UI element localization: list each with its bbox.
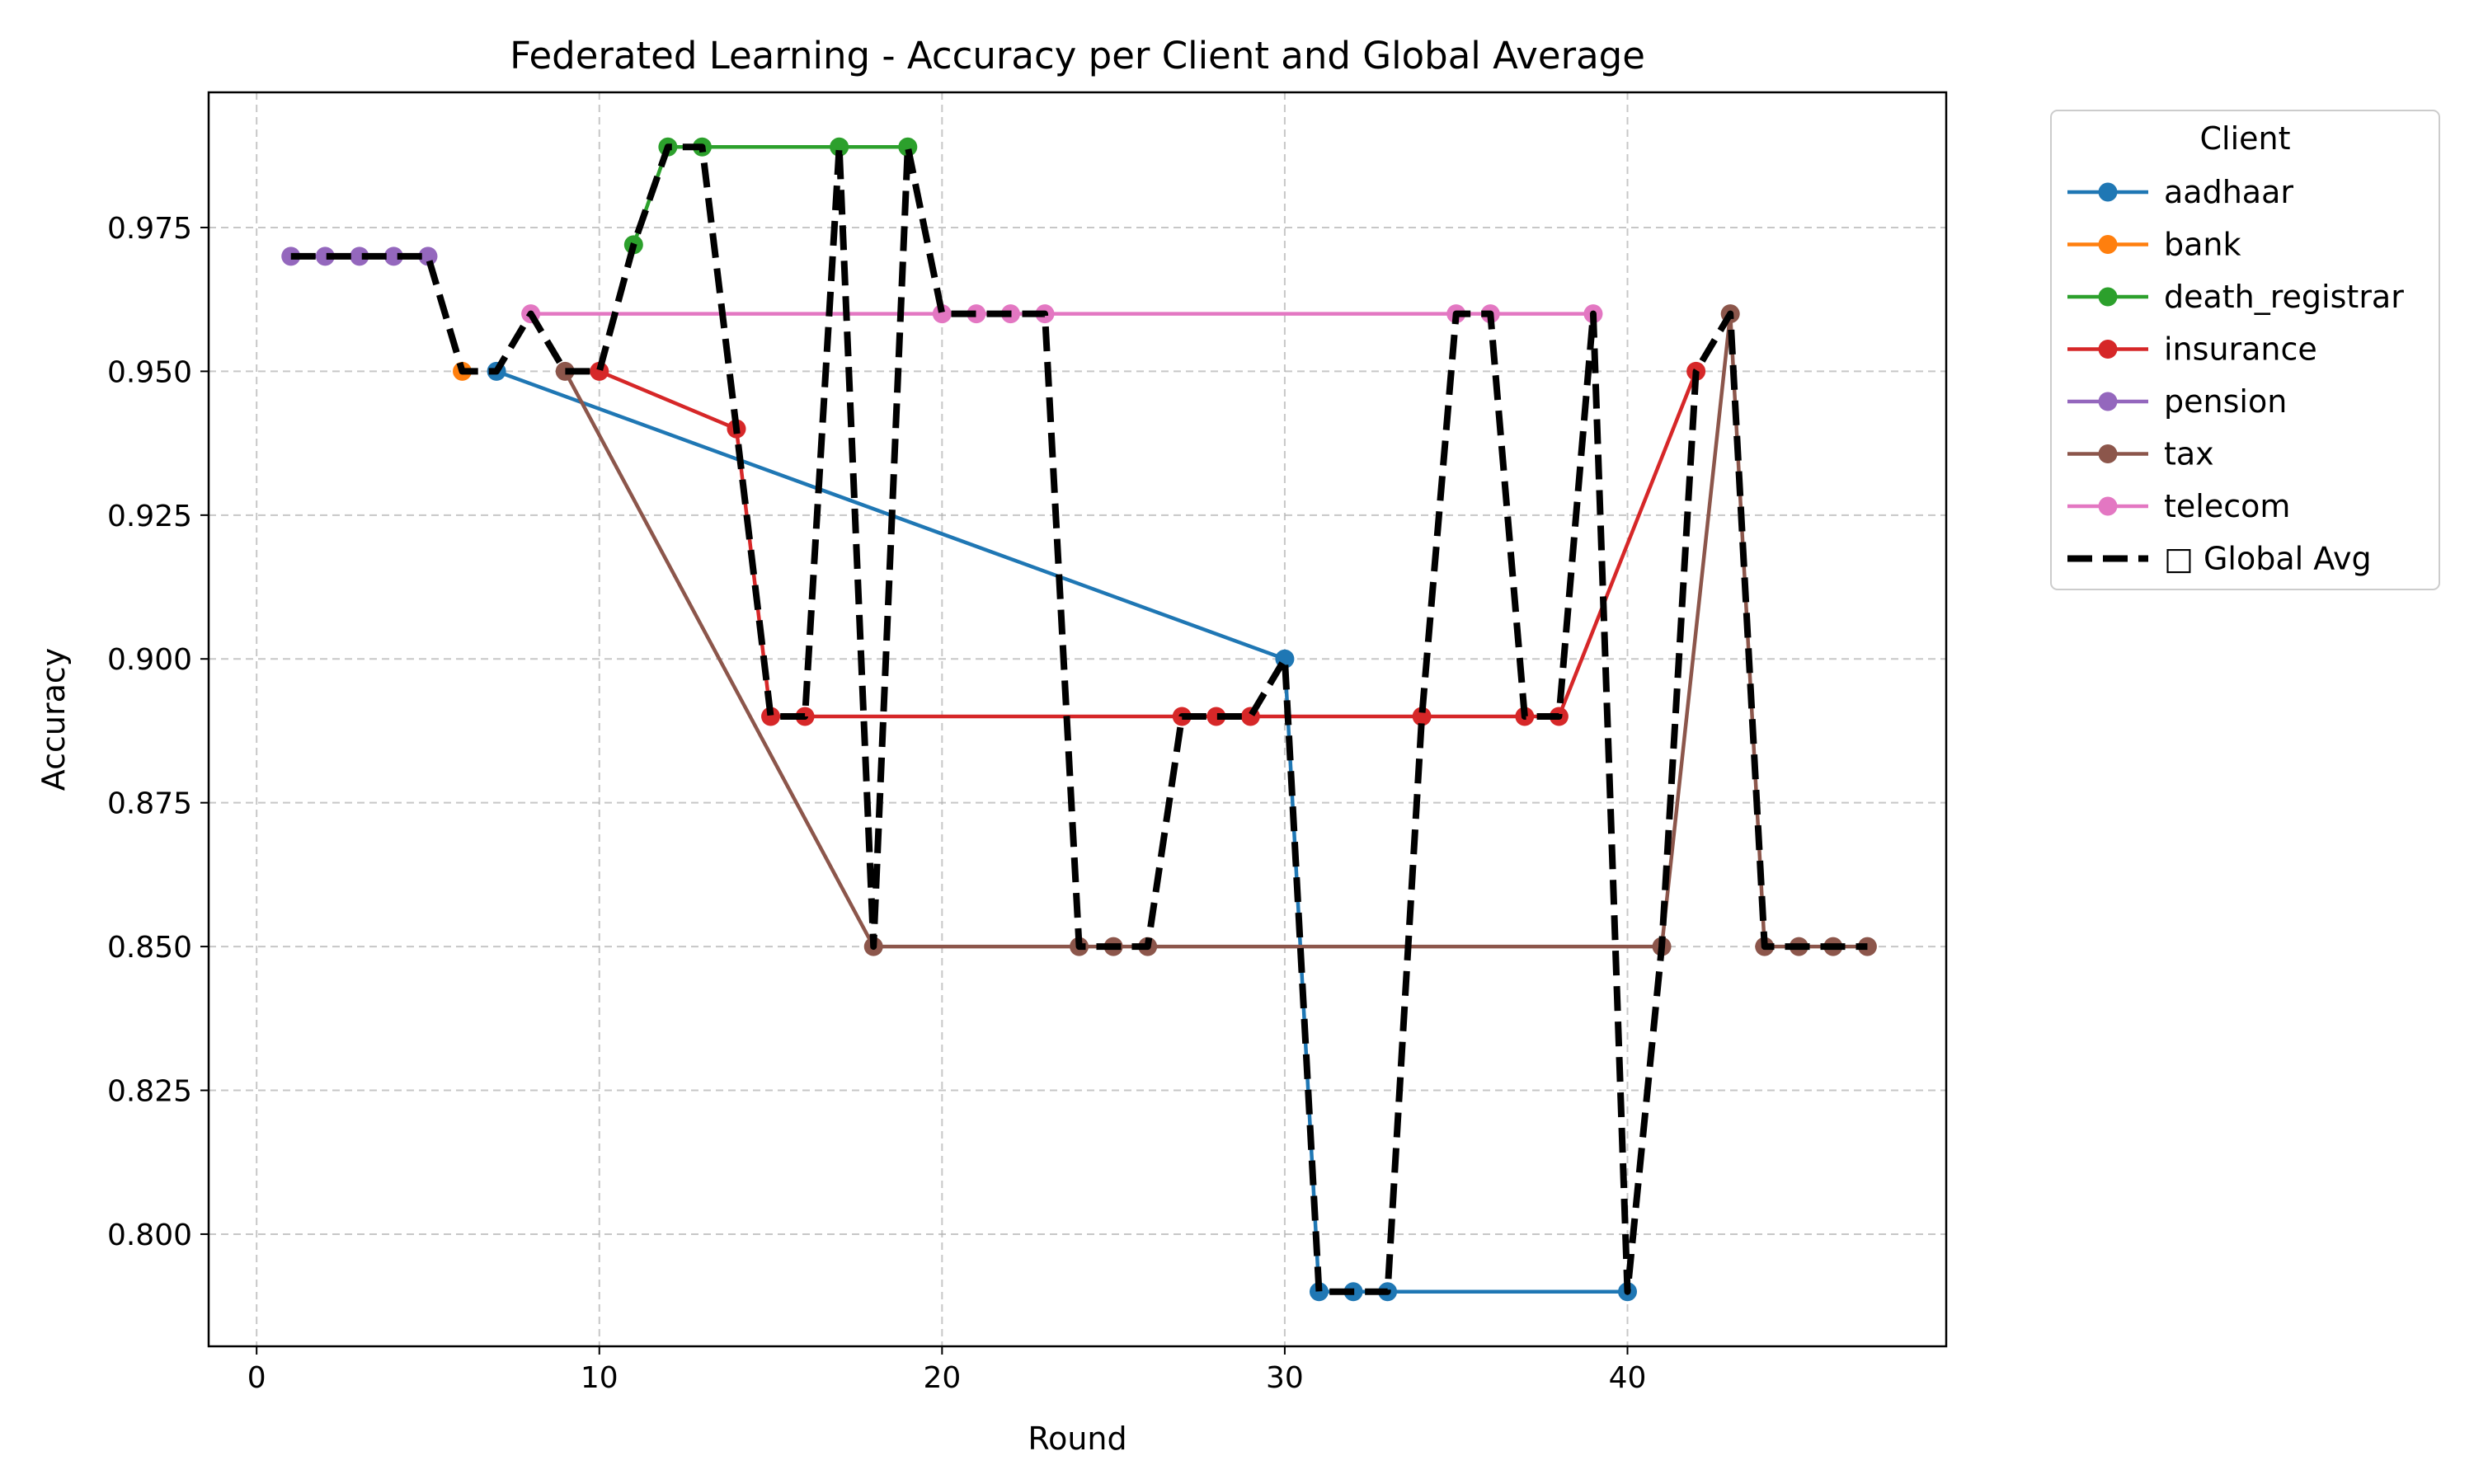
legend-swatch-marker xyxy=(2098,235,2118,254)
legend-label: bank xyxy=(2164,227,2241,263)
series-line xyxy=(290,143,1868,1295)
legend-item-insurance: insurance xyxy=(2067,331,2317,368)
legend-item-aadhaar: aadhaar xyxy=(2067,174,2293,210)
legend-item-tax: tax xyxy=(2067,436,2214,472)
legend: Client aadhaar bank death_registrarinsuran… xyxy=(2050,110,2440,590)
x-tick-label: 30 xyxy=(1266,1361,1304,1395)
legend-box xyxy=(2050,110,2440,590)
y-tick-label: 0.925 xyxy=(107,500,192,533)
series-global-avg xyxy=(290,143,1868,1295)
plot-series xyxy=(281,137,1877,1302)
legend-swatch-marker xyxy=(2098,182,2118,202)
y-tick-label: 0.975 xyxy=(107,212,192,246)
legend-title: Client xyxy=(2199,120,2290,157)
series-point xyxy=(932,304,952,324)
legend-item-death_registrar: death_registrar xyxy=(2067,279,2404,315)
x-axis-label: Round xyxy=(1028,1421,1126,1457)
y-tick-label: 0.950 xyxy=(107,355,192,389)
series-point xyxy=(350,247,369,266)
series-point xyxy=(967,304,986,324)
plot-area-frame xyxy=(207,91,1948,1348)
x-tick-label: 20 xyxy=(923,1361,961,1395)
y-tick-label: 0.875 xyxy=(107,787,192,821)
legend-swatch-marker xyxy=(2098,392,2118,411)
y-axis-label: Accuracy xyxy=(35,648,72,791)
legend-label: tax xyxy=(2164,436,2214,472)
axis-ticks: 0 10 20 30 40 0.800 0.825 0.850 0.875 0.900 0.925 0… xyxy=(107,212,1646,1395)
series-point xyxy=(830,137,849,157)
series-point xyxy=(555,361,575,381)
y-tick-label: 0.900 xyxy=(107,643,192,677)
series-point xyxy=(1309,1282,1329,1302)
legend-item-global-avg: □ Global Avg xyxy=(2067,541,2372,577)
legend-swatch-marker xyxy=(2098,496,2118,516)
series-point xyxy=(590,361,609,381)
legend-swatch-marker xyxy=(2098,444,2118,463)
legend-item-pension: pension xyxy=(2067,383,2287,420)
y-tick-label: 0.800 xyxy=(107,1219,192,1252)
series-point xyxy=(761,707,781,726)
x-tick-label: 0 xyxy=(247,1361,266,1395)
legend-label: pension xyxy=(2164,383,2287,420)
legend-label: insurance xyxy=(2164,331,2317,368)
legend-label: telecom xyxy=(2164,488,2290,524)
y-tick-label: 0.825 xyxy=(107,1075,192,1109)
x-tick-label: 40 xyxy=(1609,1361,1647,1395)
series-point xyxy=(315,247,335,266)
grid xyxy=(209,92,1946,1346)
legend-item-bank: bank xyxy=(2067,227,2241,263)
x-tick-label: 10 xyxy=(581,1361,618,1395)
legend-item-telecom: telecom xyxy=(2067,488,2290,524)
y-tick-label: 0.850 xyxy=(107,931,192,965)
series-point xyxy=(898,137,918,157)
legend-swatch-marker xyxy=(2098,340,2118,359)
series-point xyxy=(1412,707,1432,726)
series-point xyxy=(383,247,403,266)
legend-swatch-marker xyxy=(2098,287,2118,307)
legend-label: aadhaar xyxy=(2164,174,2293,210)
legend-label: □ Global Avg xyxy=(2164,541,2372,577)
legend-label: death_registrar xyxy=(2164,279,2404,315)
series-point xyxy=(1206,707,1226,726)
chart-title: Federated Learning - Accuracy per Client… xyxy=(510,34,1645,77)
